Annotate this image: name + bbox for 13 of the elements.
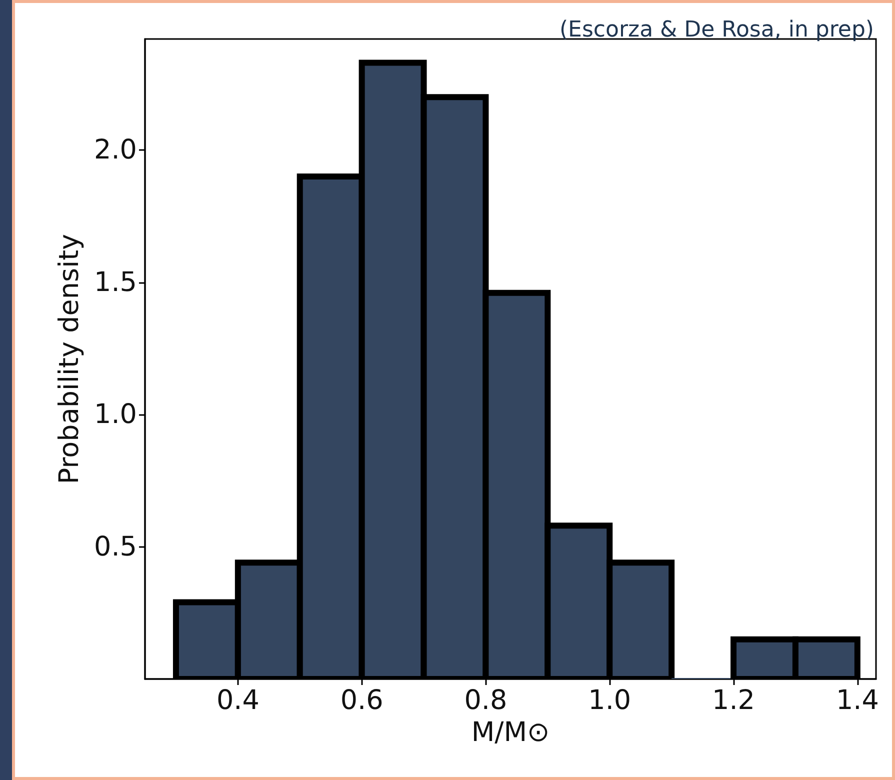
x-tick-label: 1.2	[712, 685, 755, 716]
x-tick-label: 1.0	[588, 685, 632, 716]
x-tick-label: 1.4	[836, 685, 879, 716]
y-tick-label: 0.5	[94, 531, 137, 562]
y-axis-title: Probability density	[54, 234, 85, 484]
x-tick-label: 0.6	[340, 685, 384, 716]
y-tick-label: 2.0	[94, 134, 137, 166]
y-tick-label: 1.5	[94, 266, 137, 298]
x-axis-title: M/M⊙	[471, 716, 550, 748]
x-tick-label: 0.8	[464, 685, 508, 716]
y-tick-label: 1.0	[94, 399, 137, 430]
annotation: (Escorza & De Rosa, in prep)	[559, 18, 874, 42]
x-tick-label: 0.4	[216, 685, 260, 716]
